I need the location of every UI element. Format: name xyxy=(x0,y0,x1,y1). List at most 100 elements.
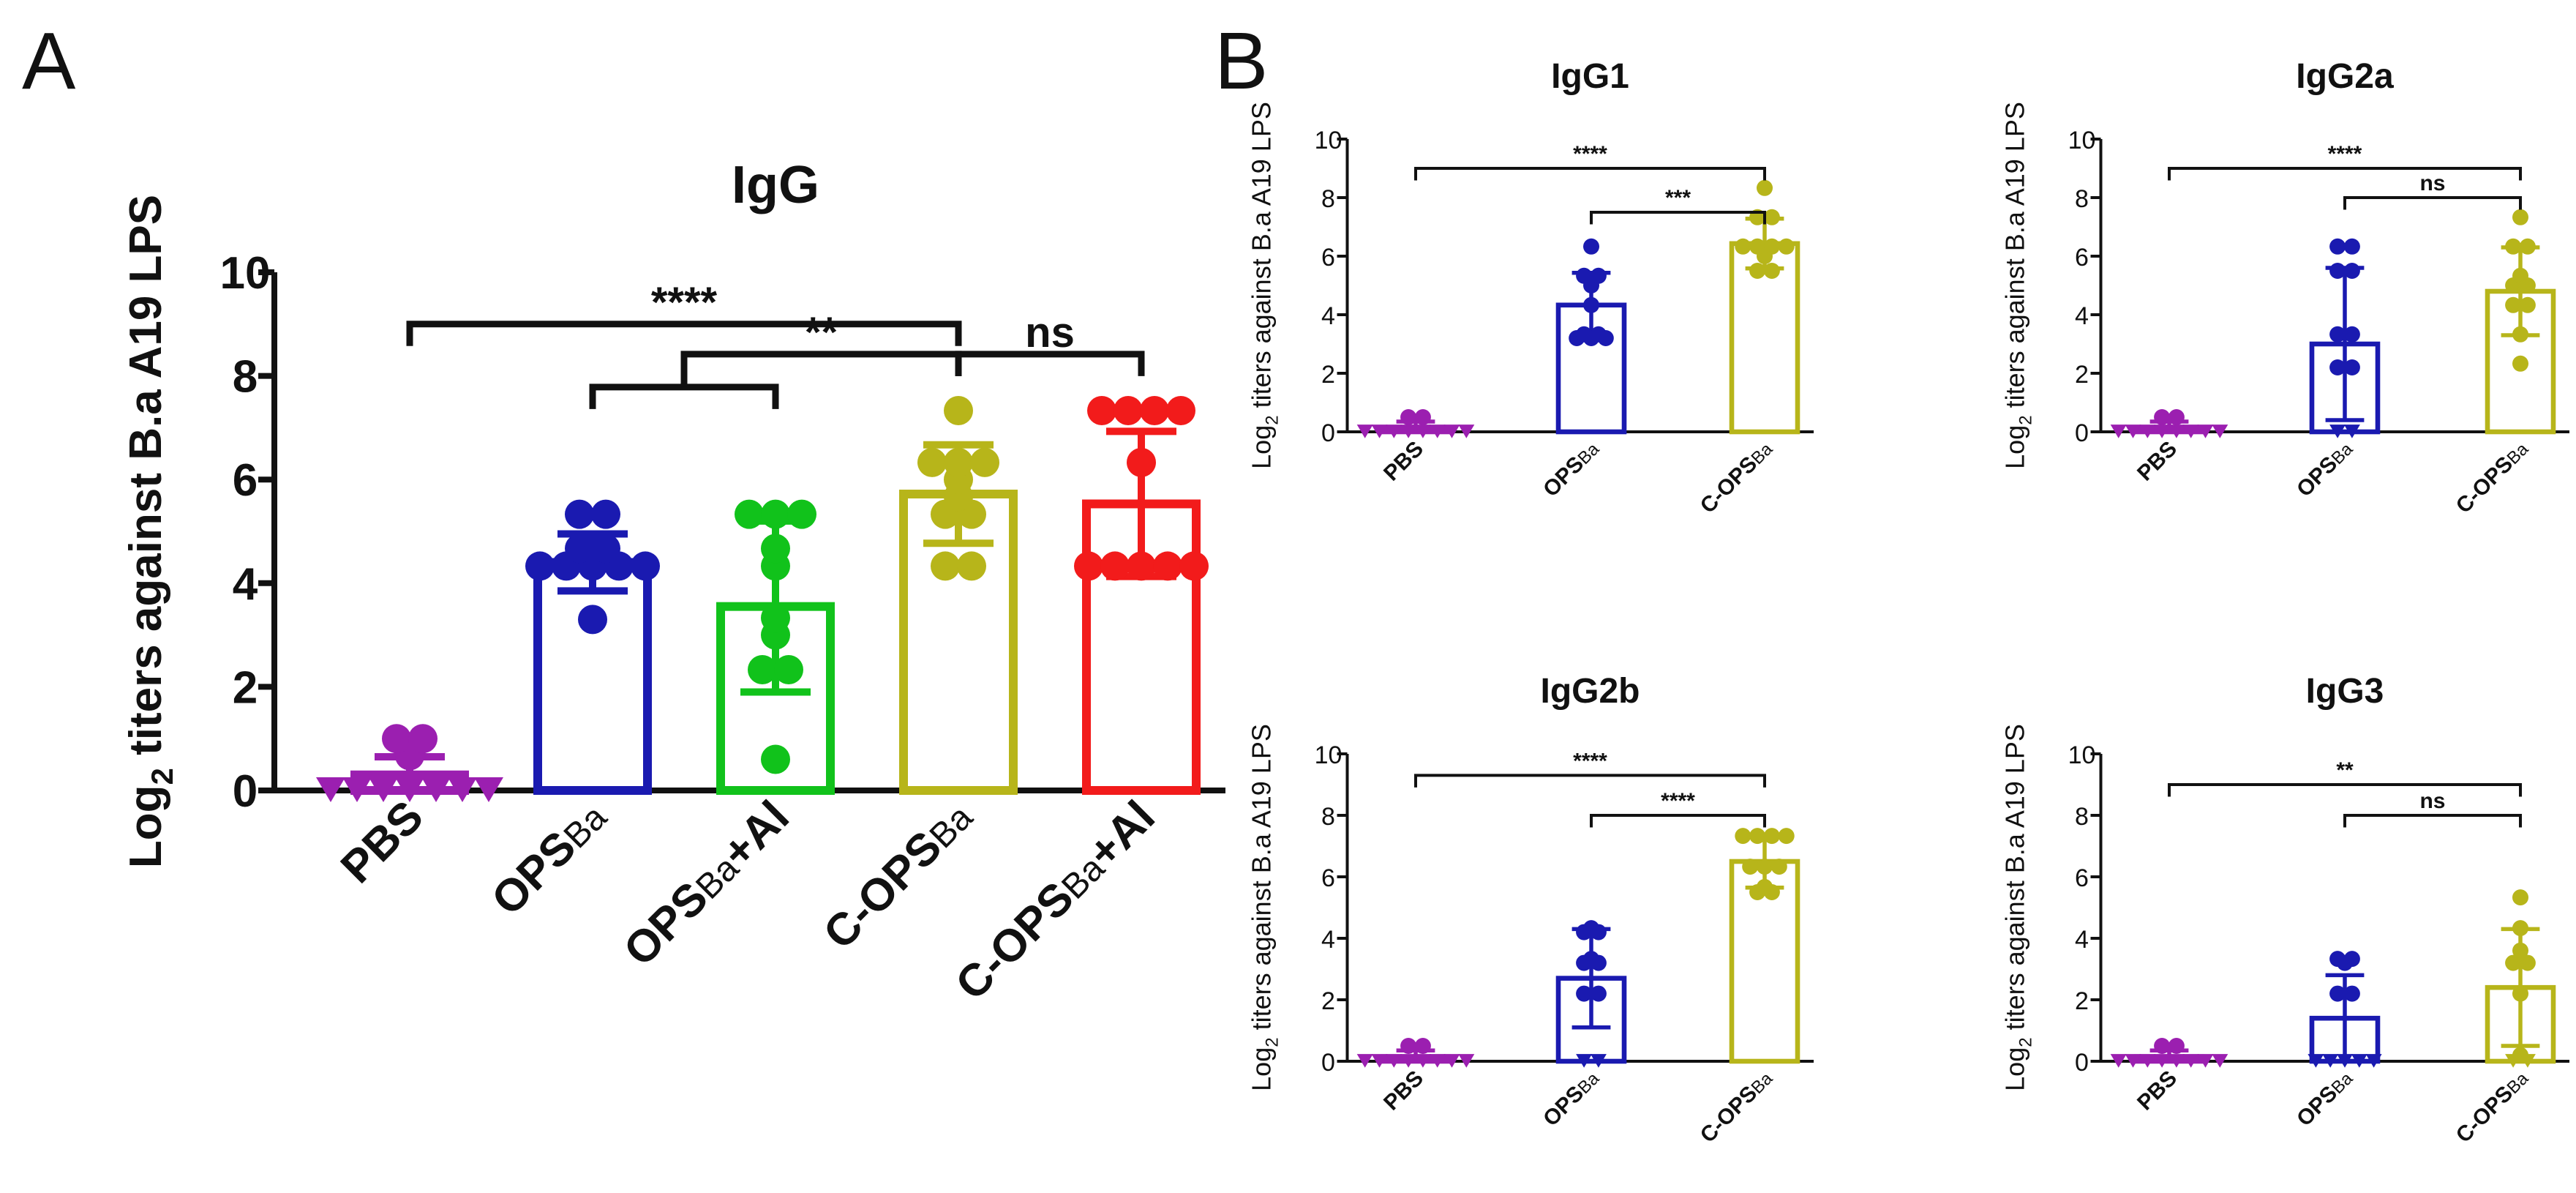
x-tick-main: PBS xyxy=(2133,1066,2182,1115)
data-point-a-2-1 xyxy=(748,655,777,685)
x-tick-main: C-OPS xyxy=(946,872,1084,1010)
data-point-b2-0-1 xyxy=(2125,425,2141,438)
x-tick-label-a-1: OPSBa xyxy=(482,791,616,925)
y-tick-label: 8 xyxy=(2075,803,2089,831)
y-axis-title-rest: titers against B.a A19 LPS xyxy=(1247,724,1277,1037)
data-point-b3-0-6 xyxy=(1443,1054,1460,1068)
data-point-b3-0-2 xyxy=(1386,1054,1402,1068)
data-point-b4-0-9 xyxy=(2168,1038,2185,1054)
data-point-b3-1-3 xyxy=(1590,985,1607,1002)
y-axis-title-main: Log xyxy=(1247,1047,1277,1091)
data-point-b4-1-9 xyxy=(2343,951,2360,968)
bar-a-1 xyxy=(533,558,652,795)
data-point-b3-1-0 xyxy=(1576,1054,1593,1068)
data-point-b3-2-3 xyxy=(1742,859,1759,875)
x-tick-label-b2-2: C-OPSBa xyxy=(2452,436,2534,518)
data-point-a-4-3 xyxy=(1153,551,1182,581)
data-point-a-1-7 xyxy=(591,534,620,564)
data-point-b4-0-6 xyxy=(2197,1054,2214,1068)
data-point-b2-0-5 xyxy=(2182,425,2199,438)
data-point-b1-0-4 xyxy=(1414,425,1431,438)
data-point-a-3-7 xyxy=(944,447,973,477)
significance-bracket-b4-1 xyxy=(2343,814,2522,828)
chart-title-b2: IgG2a xyxy=(2296,57,2394,96)
data-point-b4-1-5 xyxy=(2329,985,2346,1002)
data-point-a-4-6 xyxy=(1087,396,1116,426)
significance-label: ns xyxy=(2419,789,2445,813)
data-point-a-0-3 xyxy=(395,777,424,802)
data-point-a-2-2 xyxy=(774,655,803,685)
significance-bracket-a-0 xyxy=(406,321,962,346)
bracket-line xyxy=(2168,783,2522,797)
data-point-b3-2-8 xyxy=(1763,828,1780,845)
data-point-b2-0-3 xyxy=(2154,425,2171,438)
y-tick-label: 10 xyxy=(220,248,271,299)
y-tick-label: 4 xyxy=(2075,926,2089,954)
data-point-b4-0-0 xyxy=(2110,1054,2127,1068)
data-point-b4-0-5 xyxy=(2182,1054,2199,1068)
data-point-b2-0-2 xyxy=(2139,425,2156,438)
data-point-a-2-0 xyxy=(761,744,790,774)
bracket-line xyxy=(1414,167,1766,181)
significance-bracket-b3-0 xyxy=(1414,774,1766,788)
data-point-b2-0-7 xyxy=(2212,425,2228,438)
data-point-b4-0-3 xyxy=(2154,1054,2171,1068)
data-point-a-1-9 xyxy=(591,499,620,529)
x-tick-label-a-4: C-OPSBa+Al xyxy=(946,791,1165,1010)
x-tick-main: C-OPS xyxy=(814,822,952,960)
chart-title-b4: IgG3 xyxy=(2306,672,2384,711)
y-tick-label: 2 xyxy=(233,662,258,713)
significance-bracket-b1-1 xyxy=(1590,211,1766,225)
y-tick-label: 0 xyxy=(233,766,258,817)
data-point-a-3-0 xyxy=(931,551,960,581)
y-axis-title-main: Log xyxy=(2000,425,2030,469)
bracket-line xyxy=(406,321,962,346)
x-tick-label-b1-0: PBS xyxy=(1379,437,1428,486)
data-point-b4-2-8 xyxy=(2512,889,2528,906)
data-point-b2-2-2 xyxy=(2505,296,2522,313)
data-point-a-4-2 xyxy=(1127,551,1156,581)
bracket-line xyxy=(1414,774,1766,788)
data-point-b1-2-0 xyxy=(1749,263,1766,279)
y-tick-label: 0 xyxy=(1321,1049,1335,1077)
data-point-a-1-0 xyxy=(578,605,607,635)
data-point-b2-1-9 xyxy=(2343,238,2360,255)
data-point-a-4-5 xyxy=(1127,447,1156,477)
data-point-b2-0-9 xyxy=(2168,409,2185,425)
y-tick-label: 2 xyxy=(1321,361,1335,389)
data-point-a-0-1 xyxy=(342,777,372,802)
data-point-a-4-7 xyxy=(1114,396,1143,426)
data-point-b3-2-9 xyxy=(1778,828,1795,845)
bracket-line xyxy=(2168,167,2522,181)
y-axis-title-sub: 2 xyxy=(2016,1037,2036,1047)
data-point-a-1-8 xyxy=(565,499,594,529)
data-point-b3-2-5 xyxy=(1770,859,1787,875)
data-point-a-4-9 xyxy=(1166,396,1195,426)
y-axis-title-b1: Log2 titers against B.a A19 LPS xyxy=(1247,102,1283,469)
data-point-b2-1-6 xyxy=(2329,263,2346,279)
data-point-b1-2-4 xyxy=(1749,238,1766,255)
data-point-a-3-8 xyxy=(970,447,999,477)
significance-bracket-b2-0 xyxy=(2168,167,2522,181)
data-point-a-0-9 xyxy=(408,724,438,754)
data-point-b1-0-8 xyxy=(1400,409,1417,425)
x-tick-main: PBS xyxy=(1379,437,1428,486)
chart-title-b1: IgG1 xyxy=(1551,57,1629,96)
data-point-a-0-4 xyxy=(421,777,451,802)
data-point-b2-2-8 xyxy=(2519,238,2536,255)
data-point-b1-0-0 xyxy=(1356,425,1373,438)
x-tick-label-b3-1: OPSBa xyxy=(1539,1066,1604,1131)
x-tick-label-b1-1: OPSBa xyxy=(1539,436,1604,501)
data-point-b4-1-0 xyxy=(2307,1054,2324,1068)
data-point-a-2-6 xyxy=(761,534,790,564)
bracket-line xyxy=(2343,196,2522,210)
data-point-b4-0-4 xyxy=(2168,1054,2185,1068)
x-tick-main: PBS xyxy=(1379,1066,1428,1115)
data-point-a-1-1 xyxy=(525,551,555,581)
chart-title-a: IgG xyxy=(732,156,819,214)
y-tick-label: 0 xyxy=(1321,419,1335,447)
data-point-a-0-0 xyxy=(316,777,345,802)
significance-bracket-b1-0 xyxy=(1414,167,1766,181)
x-tick-main: PBS xyxy=(2133,437,2182,486)
